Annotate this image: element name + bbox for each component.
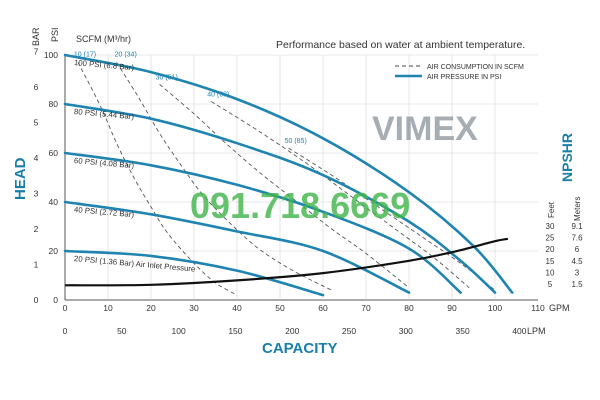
gpm-tick-label: 30	[189, 303, 199, 313]
npshr-meters-label: Meters	[573, 197, 582, 221]
gpm-tick-label: 20	[146, 303, 156, 313]
bar-tick-label: 3	[34, 188, 39, 198]
npshr-axis-title: NPSHR	[559, 133, 575, 182]
air-pressure-line	[63, 151, 462, 294]
npshr-meters-tick: 3	[575, 268, 580, 277]
air-pressure-label: 40 PSI (2.72 Bar)	[74, 205, 135, 219]
npshr-meters-tick: 1.5	[571, 280, 583, 289]
gpm-tick-label: 60	[318, 303, 328, 313]
air-pressure-line	[63, 249, 325, 297]
air-consumption-line	[116, 62, 332, 291]
npshr-feet-tick: 30	[546, 222, 555, 231]
air-consumption-label: 50 (85)	[285, 138, 307, 145]
air-pressure-line	[63, 200, 411, 294]
air-consumption-line	[159, 84, 410, 289]
bar-tick-label: 7	[34, 46, 39, 56]
psi-tick-label: 0	[53, 295, 58, 305]
npshr-meters-tick: 9.1	[571, 222, 583, 231]
gpm-tick-label: 110	[531, 303, 545, 313]
lpm-tick-label: 150	[228, 326, 242, 336]
air-consumption-line	[77, 62, 238, 296]
gpm-tick-label: 80	[404, 303, 414, 313]
npshr-feet-tick: 20	[546, 245, 555, 254]
npshr-curve-line	[64, 237, 509, 287]
psi-tick-label: 20	[49, 246, 59, 256]
lpm-tick-label: 350	[456, 326, 470, 336]
lpm-tick-label: 250	[342, 326, 356, 336]
air-pressure-line	[63, 53, 514, 294]
lpm-tick-label: 300	[399, 326, 413, 336]
bar-unit-label: BAR	[31, 27, 41, 46]
lpm-tick-label: 200	[285, 326, 299, 336]
npshr-meters-tick: 4.5	[571, 257, 583, 266]
psi-tick-label: 40	[49, 197, 59, 207]
psi-tick-label: 60	[49, 148, 59, 158]
lpm-tick-label: 50	[117, 326, 127, 336]
lpm-tick-label: 100	[172, 326, 186, 336]
gpm-tick-label: 40	[232, 303, 242, 313]
chart-title: Performance based on water at ambient te…	[276, 39, 525, 51]
air-consumption-label: 40 (68)	[207, 92, 229, 99]
air-consumption-line	[288, 147, 496, 291]
air-pressure-label: 20 PSI (1.36 Bar) Air Inlet Pressure	[74, 254, 196, 274]
air-consumption-label: 30 (51)	[156, 74, 178, 81]
gpm-tick-label: 90	[447, 303, 457, 313]
air-consumption-label: 20 (34)	[115, 51, 137, 58]
legend: AIR CONSUMPTION IN SCFM AIR PRESSURE IN …	[395, 64, 524, 81]
bar-tick-label: 6	[34, 82, 39, 92]
npshr-feet-label: Feet	[547, 201, 556, 218]
npshr-meters-tick: 7.6	[571, 234, 583, 243]
npshr-curve	[64, 237, 509, 287]
npshr-feet-tick: 25	[546, 234, 555, 243]
legend-air-consumption: AIR CONSUMPTION IN SCFM	[427, 64, 524, 71]
lpm-unit-label: LPM	[527, 326, 546, 336]
air-pressure-label: 60 PSI (4.08 Bar)	[74, 156, 135, 170]
npshr-feet-tick: 15	[546, 257, 555, 266]
legend-air-pressure: AIR PRESSURE IN PSI	[427, 74, 501, 81]
npshr-meters-tick: 6	[575, 245, 580, 254]
bar-tick-label: 1	[34, 259, 39, 269]
air-pressure-line	[63, 102, 497, 294]
bar-tick-label: 2	[34, 224, 39, 234]
gpm-tick-label: 10	[103, 303, 113, 313]
bar-tick-label: 0	[34, 295, 39, 305]
air-consumption-label: 10 (17)	[74, 51, 96, 58]
npshr-feet-tick: 10	[546, 268, 555, 277]
air-pressure-lines	[63, 53, 514, 297]
bar-tick-label: 4	[34, 153, 39, 163]
lpm-tick-label: 400	[512, 326, 526, 336]
gpm-tick-label: 70	[361, 303, 371, 313]
gpm-tick-label: 100	[488, 303, 502, 313]
psi-tick-label: 100	[44, 50, 58, 60]
gpm-tick-label: 50	[275, 303, 285, 313]
air-pressure-label: 80 PSI (5.44 Bar)	[74, 107, 135, 121]
psi-tick-label: 80	[49, 99, 59, 109]
head-axis-title: HEAD	[12, 157, 29, 200]
gpm-tick-label: 0	[63, 303, 68, 313]
psi-unit-label: PSI	[50, 27, 60, 42]
capacity-axis-title: CAPACITY	[262, 340, 338, 357]
lpm-tick-label: 0	[63, 326, 68, 336]
series-labels: 10 (17) 20 (34) 30 (51) 40 (68) 50 (85) 100 P…	[74, 51, 307, 273]
vimex-logo: VIMEX	[372, 110, 478, 148]
phone-watermark: 091.718.6669	[190, 185, 410, 226]
npshr-feet-tick: 5	[548, 280, 553, 289]
air-consumption-lines	[77, 62, 496, 296]
bar-tick-label: 5	[34, 117, 39, 127]
gpm-unit-label: GPM	[549, 303, 570, 313]
scfm-label: SCFM (M³/hr)	[76, 34, 131, 44]
air-consumption-line	[210, 101, 470, 289]
air-pressure-label: 100 PSI (6.8 Bar)	[74, 58, 135, 72]
